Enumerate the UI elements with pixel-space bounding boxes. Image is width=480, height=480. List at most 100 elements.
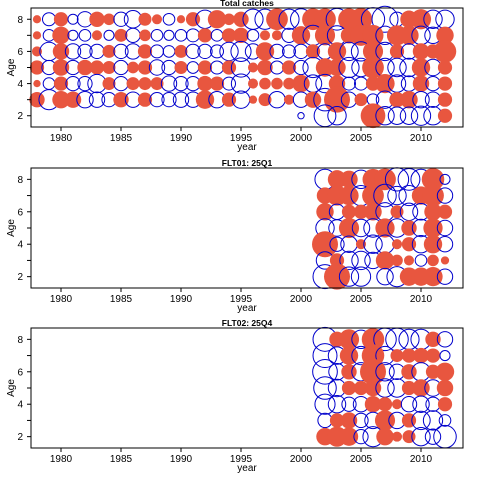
data-bubble [340,170,358,189]
data-bubble [410,105,432,126]
data-bubble [427,254,439,267]
data-bubble [259,30,271,41]
data-bubble [362,24,384,46]
data-bubble [364,203,382,221]
data-bubble [174,44,188,58]
data-bubble [65,75,81,92]
chart-title: FLT01: 25Q1 [222,158,273,168]
data-bubble [391,254,403,267]
data-bubble [390,205,404,219]
data-bubble [373,183,397,208]
x-tick-label: 2005 [350,454,373,465]
data-bubble [437,108,453,123]
x-tick-label: 2005 [350,294,373,305]
data-bubble [387,185,407,206]
x-tick-label: 1980 [50,294,73,305]
data-bubble [113,11,129,27]
data-bubble [78,29,92,42]
data-bubble [375,218,395,238]
data-bubble [125,27,141,43]
data-bubble [327,394,347,414]
data-bubble [329,236,345,252]
y-tick-label: 6 [17,207,23,218]
data-bubble [360,358,386,385]
data-bubble [283,94,295,105]
x-tick-label: 2000 [290,454,313,465]
data-bubble [255,42,275,61]
data-bubble [113,75,129,92]
data-bubble [439,173,451,185]
data-bubble [186,28,200,43]
y-tick-label: 4 [17,400,23,411]
data-bubble [210,60,224,75]
data-bubble [185,12,201,27]
data-bubble [435,9,455,29]
data-bubble [412,43,430,60]
data-bubble [324,86,350,113]
data-bubble [163,29,175,41]
data-bubble [161,59,177,76]
data-bubble [354,76,368,91]
y-tick-label: 4 [17,240,23,251]
data-bubble [410,9,432,30]
data-bubble [77,59,93,76]
data-bubble [271,77,283,90]
data-bubble [89,60,105,75]
data-bubble [436,187,454,204]
x-tick-label: 1995 [230,454,253,465]
data-bubble [248,95,258,104]
data-bubble [88,91,106,108]
chart-title: Total catches [220,0,274,8]
data-bubble [127,61,139,74]
panel-3: FLT02: 25Q4 1980 1985 1990 1995 2000 2005 2010 2… [6,318,464,474]
data-bubble [341,204,357,219]
data-bubble [103,13,115,26]
data-bubble [207,10,227,29]
data-bubble [363,234,383,254]
data-bubble [360,103,386,129]
x-axis-label: year [237,303,257,314]
data-bubble [338,329,360,350]
data-bubble [52,43,70,60]
data-bubble [312,358,338,385]
data-bubble [278,8,300,30]
data-bubble [53,76,69,91]
data-bubble [339,41,359,62]
y-axis-label: Age [6,58,17,76]
data-bubble [364,395,382,413]
data-bubble [437,397,453,412]
data-bubble [305,44,321,59]
data-bubble [33,79,41,88]
data-bubble [339,250,359,271]
data-bubble [172,91,190,108]
data-bubble [362,184,384,207]
data-bubble [375,234,395,254]
data-bubble [297,112,305,120]
x-axis-label: year [237,142,257,153]
data-bubble [400,90,418,109]
data-bubble [149,92,165,108]
data-bubble [437,76,453,91]
data-bubble [257,59,273,76]
data-bubble [353,412,369,429]
data-bubble [403,255,415,266]
data-bubble [351,218,371,238]
data-bubble [271,30,283,41]
data-bubble [425,348,441,363]
data-bubble [329,413,345,428]
x-tick-label: 2000 [290,133,313,144]
data-bubble [247,78,259,89]
data-bubble [390,349,404,363]
data-bubble [376,267,394,286]
x-tick-label: 1990 [170,294,193,305]
data-bubble [247,62,259,73]
data-bubble [375,362,395,382]
data-bubble [312,343,338,369]
x-tick-label: 1995 [230,133,253,144]
data-bubble [293,59,309,76]
data-bubble [424,428,442,445]
data-bubble [339,185,359,206]
data-bubble [354,93,368,107]
data-bubble [436,331,454,348]
